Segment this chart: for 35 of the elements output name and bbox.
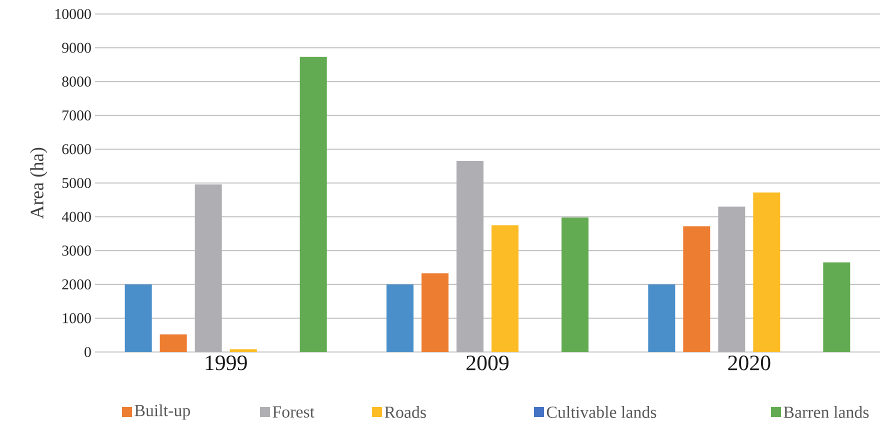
bar <box>718 206 746 352</box>
bar <box>230 349 257 352</box>
bar <box>194 184 222 352</box>
bar <box>753 192 780 352</box>
y-tick-label: 3000 <box>62 246 91 256</box>
x-tick-label: 1999 <box>206 356 247 370</box>
bar <box>492 225 519 352</box>
legend-label: Roads <box>384 406 426 418</box>
y-tick-label: 7000 <box>62 110 91 120</box>
bar <box>160 334 187 352</box>
bar <box>124 284 152 352</box>
y-tick-label: 9000 <box>62 42 91 53</box>
y-tick-label: 8000 <box>62 76 91 87</box>
y-tick-label: 1000 <box>62 313 91 324</box>
y-tick-label: 2000 <box>62 279 91 290</box>
y-tick-label: 6000 <box>62 144 91 154</box>
bar <box>456 161 484 352</box>
y-tick-label: 10000 <box>55 8 91 20</box>
bar <box>422 273 449 352</box>
y-axis-title: Area (ha) <box>30 148 48 219</box>
bar <box>683 226 710 352</box>
bar <box>562 217 589 352</box>
x-tick-label: 2020 <box>728 356 770 370</box>
y-tick-label: 5000 <box>62 178 91 188</box>
legend-label: Forest <box>272 406 314 418</box>
legend-label: Barren lands <box>784 406 869 418</box>
bar <box>386 284 414 352</box>
y-tick-label: 0 <box>84 346 91 358</box>
bar <box>300 56 327 352</box>
bar <box>648 284 676 352</box>
bar <box>823 262 850 352</box>
y-tick-label: 4000 <box>62 212 91 222</box>
x-tick-label: 2009 <box>466 356 509 370</box>
legend-label: Built-up <box>134 404 190 420</box>
legend-label: Cultivable lands <box>546 406 656 418</box>
